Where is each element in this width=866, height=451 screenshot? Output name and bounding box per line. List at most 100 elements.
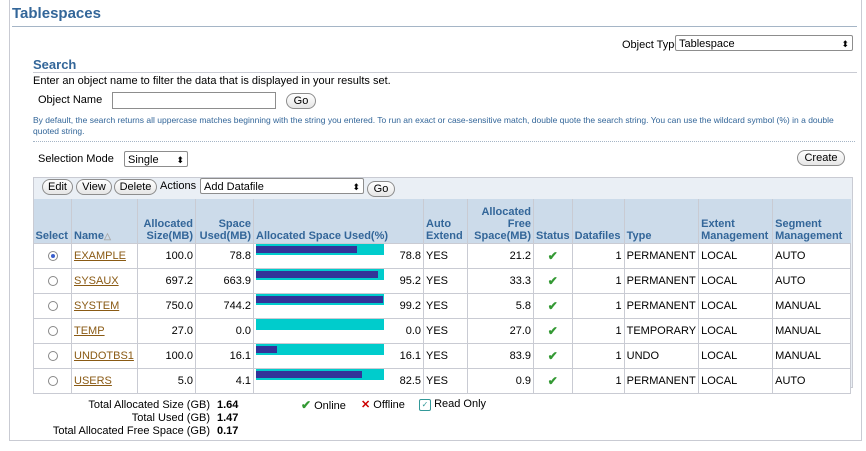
allocated-free-cell: 83.9 bbox=[467, 342, 534, 369]
select-radio-cell[interactable] bbox=[33, 292, 72, 319]
name-cell[interactable]: USERS bbox=[71, 367, 138, 394]
segment-mgmt-cell: AUTO bbox=[772, 242, 852, 269]
col-name[interactable]: Name△ bbox=[71, 199, 138, 243]
select-radio-cell[interactable] bbox=[33, 267, 72, 294]
tablespace-name-link[interactable]: EXAMPLE bbox=[74, 249, 126, 262]
dotted-divider bbox=[33, 141, 855, 142]
table-row[interactable]: SYSAUX 697.2 663.9 95.2 YES 33.3 ✔ 1 PERMANENT LO… bbox=[33, 267, 852, 294]
object-name-input[interactable] bbox=[112, 92, 276, 109]
datafiles-cell: 1 bbox=[571, 292, 625, 319]
allocated-size-cell: 750.0 bbox=[137, 292, 196, 319]
offline-x-icon: ✕ bbox=[361, 399, 371, 411]
allocated-size-cell: 697.2 bbox=[137, 267, 196, 294]
col-allocated-space-used[interactable]: Allocated Space Used(%) bbox=[253, 199, 424, 243]
select-radio[interactable] bbox=[47, 350, 58, 361]
name-cell[interactable]: SYSTEM bbox=[71, 292, 138, 319]
object-name-label: Object Name bbox=[38, 94, 103, 106]
actions-go-button[interactable]: Go bbox=[367, 181, 395, 197]
segment-mgmt-cell: MANUAL bbox=[772, 292, 852, 319]
extent-mgmt-cell: LOCAL bbox=[698, 342, 774, 369]
table-row[interactable]: TEMP 27.0 0.0 0.0 YES 27.0 ✔ 1 TEMPORARY LOCAL MAN… bbox=[33, 317, 852, 344]
usage-pct: 82.5 bbox=[399, 374, 421, 387]
space-used-cell: 78.8 bbox=[195, 242, 254, 269]
usage-cell: 0.0 bbox=[253, 317, 424, 344]
legend-offline: ✕ Offline bbox=[361, 398, 405, 411]
tablespace-name-link[interactable]: TEMP bbox=[74, 324, 105, 337]
select-radio[interactable] bbox=[47, 250, 58, 261]
name-cell[interactable]: EXAMPLE bbox=[71, 242, 138, 269]
select-radio-cell[interactable] bbox=[33, 242, 72, 269]
usage-cell: 16.1 bbox=[253, 342, 424, 369]
table-row[interactable]: EXAMPLE 100.0 78.8 78.8 YES 21.2 ✔ 1 PERMANENT LO… bbox=[33, 242, 852, 269]
selection-mode-select[interactable]: Single ⬍ bbox=[124, 151, 188, 167]
usage-bar-fill bbox=[256, 296, 383, 304]
select-radio[interactable] bbox=[47, 375, 58, 386]
usage-bar bbox=[256, 269, 384, 281]
allocated-size-cell: 5.0 bbox=[137, 367, 196, 394]
extent-mgmt-cell: LOCAL bbox=[698, 367, 774, 394]
type-cell: UNDO bbox=[623, 342, 700, 369]
name-cell[interactable]: SYSAUX bbox=[71, 267, 138, 294]
legend-read-only: ✓ Read Only bbox=[419, 398, 486, 411]
allocated-free-cell: 33.3 bbox=[467, 267, 534, 294]
col-allocated-size[interactable]: Allocated Size(MB) bbox=[137, 199, 196, 243]
segment-mgmt-cell: MANUAL bbox=[772, 342, 852, 369]
space-used-cell: 4.1 bbox=[195, 367, 254, 394]
read-only-icon: ✓ bbox=[419, 399, 431, 411]
select-radio-cell[interactable] bbox=[33, 342, 72, 369]
extent-mgmt-cell: LOCAL bbox=[698, 292, 774, 319]
col-datafiles[interactable]: Datafiles bbox=[572, 199, 625, 243]
delete-button[interactable]: Delete bbox=[114, 179, 157, 195]
usage-bar bbox=[256, 244, 384, 256]
space-used-cell: 663.9 bbox=[195, 267, 254, 294]
search-go-button[interactable]: Go bbox=[286, 93, 316, 109]
col-segment-mgmt[interactable]: Segment Management bbox=[772, 199, 851, 243]
usage-bar-fill bbox=[256, 346, 277, 354]
actions-select[interactable]: Add Datafile ⬍ bbox=[200, 178, 364, 194]
usage-cell: 95.2 bbox=[253, 267, 424, 294]
allocated-free-cell: 21.2 bbox=[467, 242, 534, 269]
col-select: Select bbox=[33, 199, 72, 243]
col-type[interactable]: Type bbox=[624, 199, 700, 243]
table-row[interactable]: UNDOTBS1 100.0 16.1 16.1 YES 83.9 ✔ 1 UNDO LOCAL M… bbox=[33, 342, 852, 369]
select-radio-cell[interactable] bbox=[33, 367, 72, 394]
online-check-icon: ✔ bbox=[547, 298, 558, 313]
selection-mode-value: Single bbox=[128, 154, 159, 166]
select-radio[interactable] bbox=[47, 275, 58, 286]
allocated-free-cell: 0.9 bbox=[467, 367, 534, 394]
name-cell[interactable]: UNDOTBS1 bbox=[71, 342, 138, 369]
tablespace-name-link[interactable]: SYSTEM bbox=[74, 299, 120, 312]
status-cell: ✔ bbox=[533, 317, 573, 344]
object-type-select[interactable]: Tablespace ⬍ bbox=[675, 35, 853, 51]
status-cell: ✔ bbox=[533, 292, 573, 319]
online-check-icon: ✔ bbox=[547, 323, 558, 338]
allocated-free-cell: 5.8 bbox=[467, 292, 534, 319]
search-hint: By default, the search returns all upper… bbox=[33, 115, 834, 136]
online-check-icon: ✔ bbox=[547, 273, 558, 288]
tablespace-name-link[interactable]: USERS bbox=[74, 374, 112, 387]
col-allocated-free[interactable]: Allocated Free Space(MB) bbox=[467, 199, 534, 243]
col-space-used[interactable]: Space Used(MB) bbox=[195, 199, 254, 243]
auto-extend-cell: YES bbox=[423, 342, 468, 369]
usage-pct: 95.2 bbox=[399, 274, 421, 287]
legend-offline-label: Offline bbox=[373, 399, 405, 411]
select-radio[interactable] bbox=[47, 300, 58, 311]
col-auto-extend[interactable]: Auto Extend bbox=[423, 199, 468, 243]
tablespace-name-link[interactable]: SYSAUX bbox=[74, 274, 119, 287]
name-cell[interactable]: TEMP bbox=[71, 317, 138, 344]
table-row[interactable]: SYSTEM 750.0 744.2 99.2 YES 5.8 ✔ 1 PERMANENT LOC… bbox=[33, 292, 852, 319]
selection-mode-label: Selection Mode bbox=[38, 153, 114, 165]
tablespace-name-link[interactable]: UNDOTBS1 bbox=[74, 349, 134, 362]
datafiles-cell: 1 bbox=[571, 267, 625, 294]
table-row[interactable]: USERS 5.0 4.1 82.5 YES 0.9 ✔ 1 PERMANENT LOCAL AUT… bbox=[33, 367, 852, 394]
col-status[interactable]: Status bbox=[533, 199, 573, 243]
select-radio[interactable] bbox=[47, 325, 58, 336]
edit-button[interactable]: Edit bbox=[42, 179, 73, 195]
space-used-cell: 16.1 bbox=[195, 342, 254, 369]
status-cell: ✔ bbox=[533, 267, 573, 294]
create-button[interactable]: Create bbox=[797, 150, 845, 166]
col-extent-mgmt[interactable]: Extent Management bbox=[698, 199, 774, 243]
datafiles-cell: 1 bbox=[571, 242, 625, 269]
select-radio-cell[interactable] bbox=[33, 317, 72, 344]
view-button[interactable]: View bbox=[76, 179, 112, 195]
